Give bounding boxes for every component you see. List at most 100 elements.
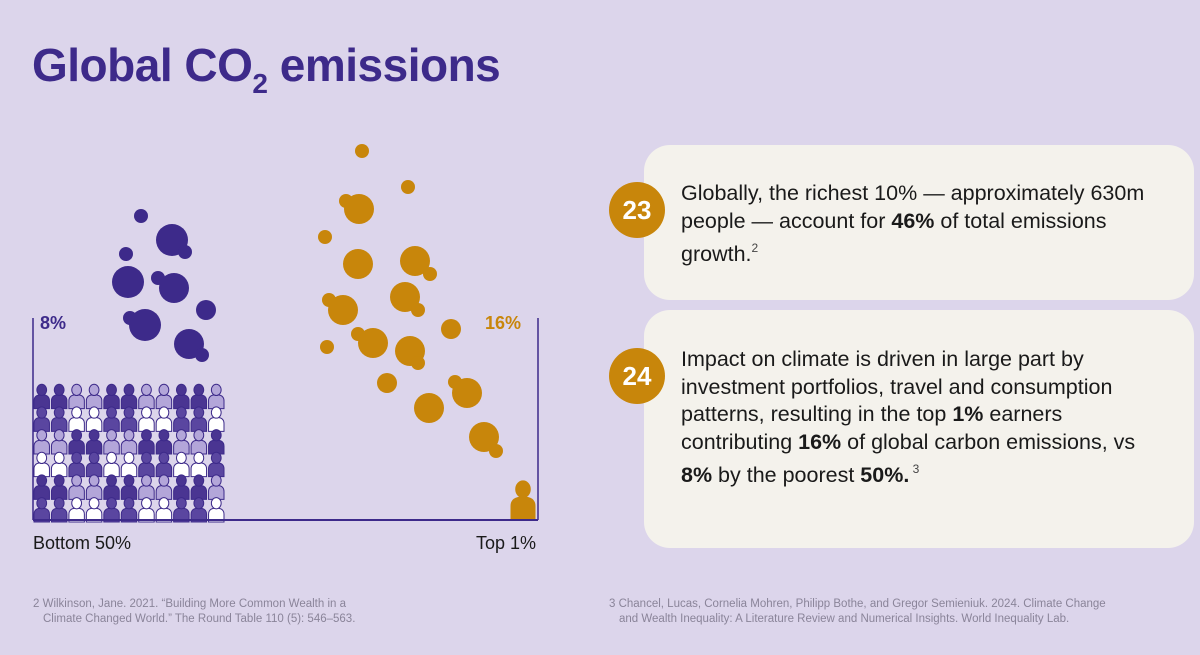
co2-bubble-bottom bbox=[159, 273, 189, 303]
person-icon bbox=[155, 406, 173, 432]
person-icon bbox=[68, 474, 85, 500]
person-icon bbox=[68, 451, 85, 478]
person-icon bbox=[190, 474, 208, 500]
person-icon bbox=[155, 451, 173, 478]
person-icon bbox=[68, 383, 85, 410]
person-icon bbox=[103, 451, 120, 478]
fact-text: Globally, the richest 10% — approximatel… bbox=[681, 181, 1145, 266]
person-icon bbox=[138, 406, 155, 432]
person-icon bbox=[138, 451, 155, 478]
co2-bubble-bottom bbox=[112, 266, 144, 298]
co2-bubble-bottom bbox=[134, 209, 148, 223]
co2-bubble-top bbox=[411, 303, 425, 317]
person-icon bbox=[50, 474, 68, 500]
co2-bubble-bottom bbox=[196, 300, 216, 320]
person-icon bbox=[33, 429, 50, 455]
person-icon bbox=[190, 497, 208, 523]
person-icon bbox=[50, 451, 68, 478]
person-icon bbox=[85, 474, 103, 500]
person-icon bbox=[103, 497, 120, 523]
person-icon bbox=[85, 451, 103, 478]
person-icon bbox=[510, 480, 536, 521]
co2-bubble-top bbox=[411, 356, 425, 370]
person-icon bbox=[155, 429, 173, 455]
co2-bubble-top bbox=[414, 393, 444, 423]
person-icon bbox=[33, 497, 50, 523]
person-icon bbox=[120, 474, 138, 500]
fact-card-24 bbox=[644, 310, 1194, 548]
co2-bubble-bottom bbox=[178, 245, 192, 259]
co2-bubble-top bbox=[328, 295, 358, 325]
person-icon bbox=[208, 406, 225, 432]
co2-bubble-top bbox=[390, 282, 420, 312]
person-icon bbox=[173, 383, 190, 410]
person-icon bbox=[85, 497, 103, 523]
co2-bubble-top bbox=[344, 194, 374, 224]
person-icon bbox=[190, 429, 208, 455]
page-title: Global CO2 emissions bbox=[32, 39, 501, 99]
bottom-50-label: Bottom 50% bbox=[33, 533, 132, 553]
fact-number-badge: 24 bbox=[609, 348, 665, 404]
co2-bubble-top bbox=[358, 328, 388, 358]
emissions-pictogram bbox=[32, 144, 539, 523]
person-icon bbox=[138, 383, 155, 410]
person-icon bbox=[120, 451, 138, 478]
person-icon bbox=[208, 451, 225, 478]
footnote-2: 2 Wilkinson, Jane. 2021. “Building More … bbox=[33, 598, 356, 625]
co2-bubbles bbox=[112, 144, 503, 458]
person-icon bbox=[173, 451, 190, 478]
person-icon bbox=[208, 497, 225, 523]
person-icon bbox=[85, 383, 103, 410]
person-icon bbox=[120, 497, 138, 523]
co2-bubble-bottom bbox=[119, 247, 133, 261]
person-icon bbox=[155, 474, 173, 500]
co2-bubble-top bbox=[441, 319, 461, 339]
person-icon bbox=[208, 429, 225, 455]
person-icon bbox=[50, 383, 68, 410]
bottom-50-value: 8% bbox=[40, 313, 67, 333]
person-icon bbox=[208, 474, 225, 500]
person-icon bbox=[50, 497, 68, 523]
person-icon bbox=[120, 383, 138, 410]
co2-bubble-top bbox=[489, 444, 503, 458]
person-icon bbox=[33, 474, 50, 500]
person-icon bbox=[33, 406, 50, 432]
person-icon bbox=[190, 406, 208, 432]
person-icon bbox=[208, 383, 225, 410]
fact-card-23 bbox=[644, 145, 1194, 300]
co2-bubble-top bbox=[401, 180, 415, 194]
person-icon bbox=[190, 383, 208, 410]
person-icon bbox=[85, 406, 103, 432]
person-icon bbox=[68, 497, 85, 523]
population-figures bbox=[33, 383, 536, 523]
fact-text: Impact on climate is driven in large par… bbox=[681, 347, 1136, 487]
person-icon bbox=[103, 429, 120, 455]
co2-bubble-bottom bbox=[195, 348, 209, 362]
person-icon bbox=[85, 429, 103, 455]
person-icon bbox=[155, 497, 173, 523]
co2-bubble-top bbox=[377, 373, 397, 393]
person-icon bbox=[68, 406, 85, 432]
fact-number-badge: 23 bbox=[609, 182, 665, 238]
person-icon bbox=[173, 474, 190, 500]
co2-bubble-top bbox=[318, 230, 332, 244]
person-icon bbox=[103, 406, 120, 432]
co2-bubble-top bbox=[320, 340, 334, 354]
person-icon bbox=[103, 474, 120, 500]
footnote-3: 3 Chancel, Lucas, Cornelia Mohren, Phili… bbox=[609, 598, 1106, 625]
co2-bubble-top bbox=[355, 144, 369, 158]
person-icon bbox=[103, 383, 120, 410]
person-icon bbox=[173, 406, 190, 432]
person-icon bbox=[50, 406, 68, 432]
person-icon bbox=[138, 474, 155, 500]
person-icon bbox=[68, 429, 85, 455]
person-icon bbox=[138, 497, 155, 523]
top-1-value: 16% bbox=[485, 313, 522, 333]
person-icon bbox=[120, 406, 138, 432]
person-icon bbox=[173, 429, 190, 455]
person-icon bbox=[138, 429, 155, 455]
person-icon bbox=[33, 383, 50, 410]
co2-bubble-top bbox=[452, 378, 482, 408]
person-icon bbox=[190, 451, 208, 478]
person-icon bbox=[50, 429, 68, 455]
